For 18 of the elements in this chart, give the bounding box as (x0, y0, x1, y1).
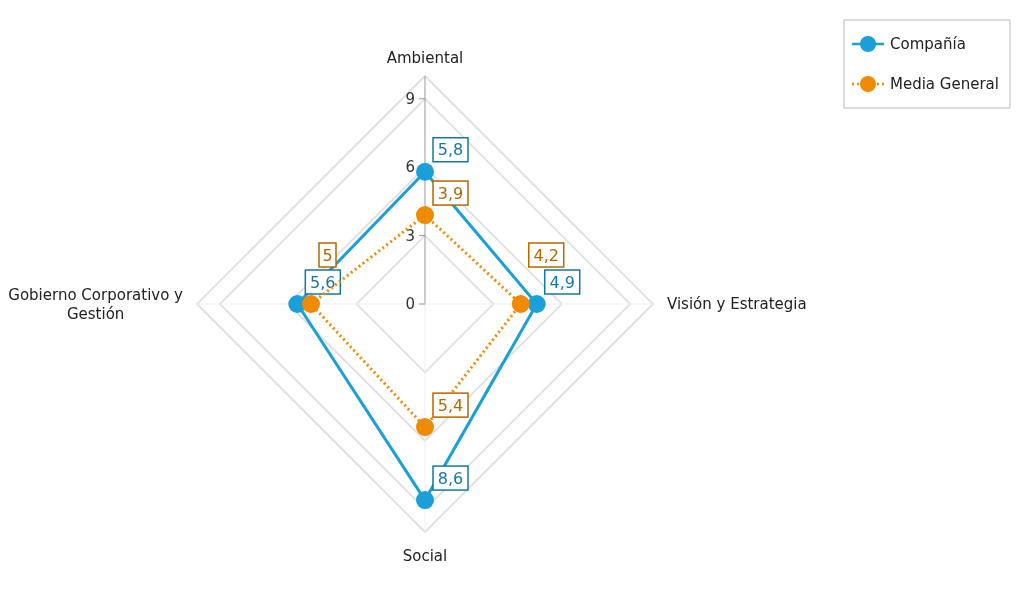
spoke-label: Social (402, 547, 448, 566)
y-tick-label: 0 (405, 295, 415, 314)
data-label: 5,6 (310, 272, 336, 292)
y-tick-label: 6 (405, 158, 415, 177)
legend-label: Media General (890, 75, 999, 94)
data-label: 4,2 (533, 245, 559, 265)
spoke-label: Ambiental (386, 49, 464, 68)
data-label: 3,9 (437, 183, 464, 203)
spoke-label: Visión y Estrategia (667, 295, 807, 314)
data-label: 5 (322, 245, 333, 265)
data-label: 4,9 (549, 272, 575, 292)
data-label: 5,4 (437, 395, 464, 415)
data-label: 5,8 (437, 140, 464, 160)
data-label: 8,6 (437, 468, 464, 488)
y-tick-label: 3 (405, 226, 415, 245)
legend-label: Compañía (890, 35, 966, 54)
y-tick-label: 9 (405, 90, 415, 109)
spoke-label: Gobierno Corporativo y Gestión (8, 285, 184, 323)
